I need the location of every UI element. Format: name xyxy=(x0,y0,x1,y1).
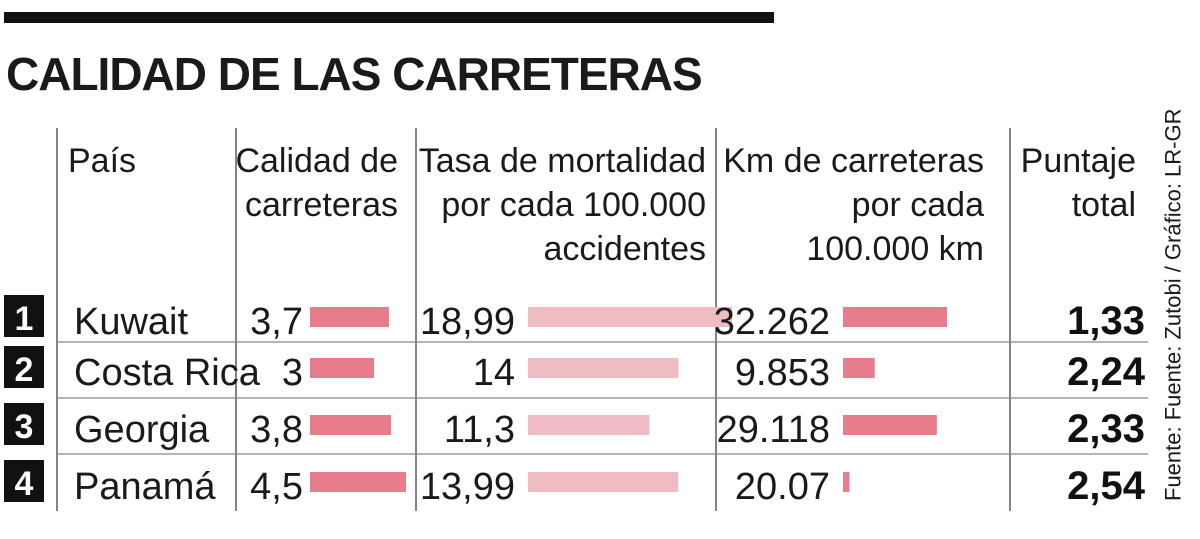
total-score: 2,33 xyxy=(1067,407,1145,451)
total-score: 2,54 xyxy=(1067,464,1146,508)
rank-number: 4 xyxy=(15,465,34,503)
header-mortality: Tasa de mortalidad xyxy=(419,142,706,180)
rank-number: 3 xyxy=(15,408,34,446)
rank-badge xyxy=(4,403,44,445)
mortality-value: 11,3 xyxy=(444,409,515,451)
mortality-bar xyxy=(528,358,679,378)
header-km: 100.000 km xyxy=(806,230,984,268)
quality-bar xyxy=(310,307,389,327)
country-name: Georgia xyxy=(74,409,210,451)
header-total: Puntaje xyxy=(1021,142,1136,180)
rank-badge xyxy=(4,460,44,502)
mortality-bar xyxy=(528,472,679,492)
mortality-bar xyxy=(528,415,650,435)
quality-bar xyxy=(310,415,392,435)
rank-badge xyxy=(4,295,44,337)
header-total: total xyxy=(1072,186,1136,224)
quality-value: 3 xyxy=(282,352,303,394)
km-value: 29.118 xyxy=(717,409,830,451)
rank-number: 2 xyxy=(15,351,34,389)
country-name: Panamá xyxy=(74,466,216,508)
km-bar xyxy=(843,358,875,378)
top-rule xyxy=(4,12,774,23)
mortality-bar xyxy=(528,307,732,327)
km-value: 32.262 xyxy=(714,301,830,343)
header-km: por cada xyxy=(852,186,984,224)
quality-value: 3,8 xyxy=(250,409,303,451)
rank-number: 1 xyxy=(15,300,34,338)
km-value: 9.853 xyxy=(735,352,830,394)
quality-bar xyxy=(310,472,406,492)
quality-value: 4,5 xyxy=(250,466,303,508)
km-bar xyxy=(843,307,947,327)
header-quality: Calidad de xyxy=(235,142,398,180)
header-mortality: por cada 100.000 xyxy=(441,186,706,224)
total-score: 2,24 xyxy=(1067,350,1146,394)
quality-value: 3,7 xyxy=(250,301,303,343)
km-bar xyxy=(843,415,937,435)
header-km: Km de carreteras xyxy=(723,142,984,180)
page-title: CALIDAD DE LAS CARRETERAS xyxy=(6,48,703,100)
km-bar xyxy=(843,472,850,492)
country-name: Kuwait xyxy=(74,301,188,343)
total-score: 1,33 xyxy=(1067,299,1145,343)
mortality-value: 14 xyxy=(473,352,515,394)
quality-bar xyxy=(310,358,374,378)
country-name: Costa Rica xyxy=(74,352,261,394)
header-mortality: accidentes xyxy=(543,230,706,268)
header-country: País xyxy=(68,142,136,180)
rank-badge xyxy=(4,346,44,388)
header-quality: carreteras xyxy=(245,186,398,224)
mortality-value: 18,99 xyxy=(420,301,515,343)
mortality-value: 13,99 xyxy=(420,466,515,508)
km-value: 20.07 xyxy=(735,466,830,508)
